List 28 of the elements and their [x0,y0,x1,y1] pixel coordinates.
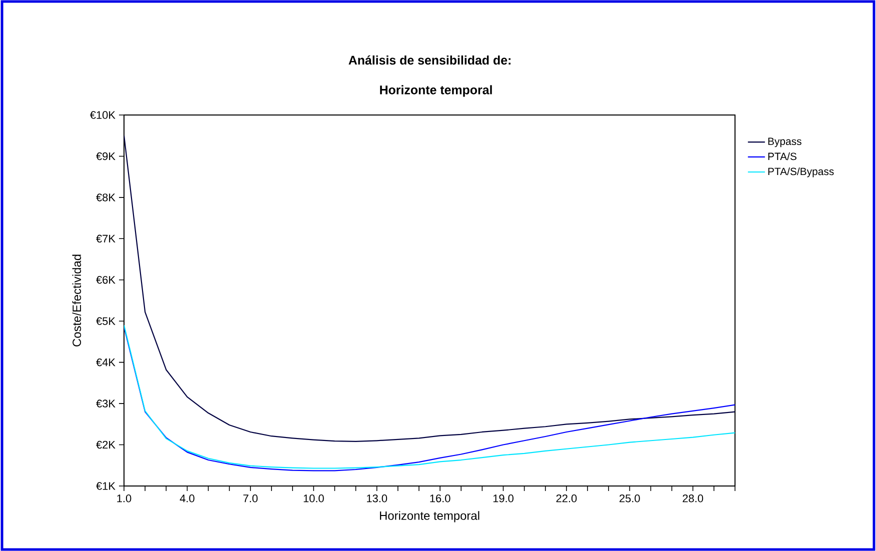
x-tick-label: 1.0 [117,494,132,502]
y-axis-title: Coste/Efectividad [72,254,82,346]
x-tick-label: 4.0 [180,494,194,502]
y-tick-label: €9K [96,152,116,160]
x-tick-label: 19.0 [493,494,514,502]
y-tick-label: €8K [96,194,116,202]
x-tick-label: 10.0 [304,494,324,502]
x-tick-label: 7.0 [243,494,258,502]
chart-title: Análisis de sensibilidad de: [348,55,510,65]
legend-label: Bypass [768,138,802,148]
y-tick-label: €7K [96,234,116,243]
x-tick-label: 16.0 [430,494,450,502]
x-axis-title: Horizonte temporal [380,511,480,522]
y-tick-label: €3K [96,400,116,408]
x-tick-label: 13.0 [367,494,388,502]
legend-label: PTA/S/Bypass [768,167,834,178]
line-series [124,135,736,442]
legend-label: PTA/S [768,152,796,160]
x-tick-label: 28.0 [682,494,704,502]
y-tick-label: €4K [96,358,116,366]
y-tick-label: €6K [96,276,116,284]
y-tick-label: €10K [90,111,116,119]
y-tick-label: €5K [96,317,116,325]
y-tick-label: €1K [96,482,116,490]
x-tick-label: 22.0 [556,494,577,502]
x-tick-label: 25.0 [620,494,640,502]
y-tick-label: €2K [96,440,116,449]
chart-subtitle: Horizonte temporal [380,85,492,97]
